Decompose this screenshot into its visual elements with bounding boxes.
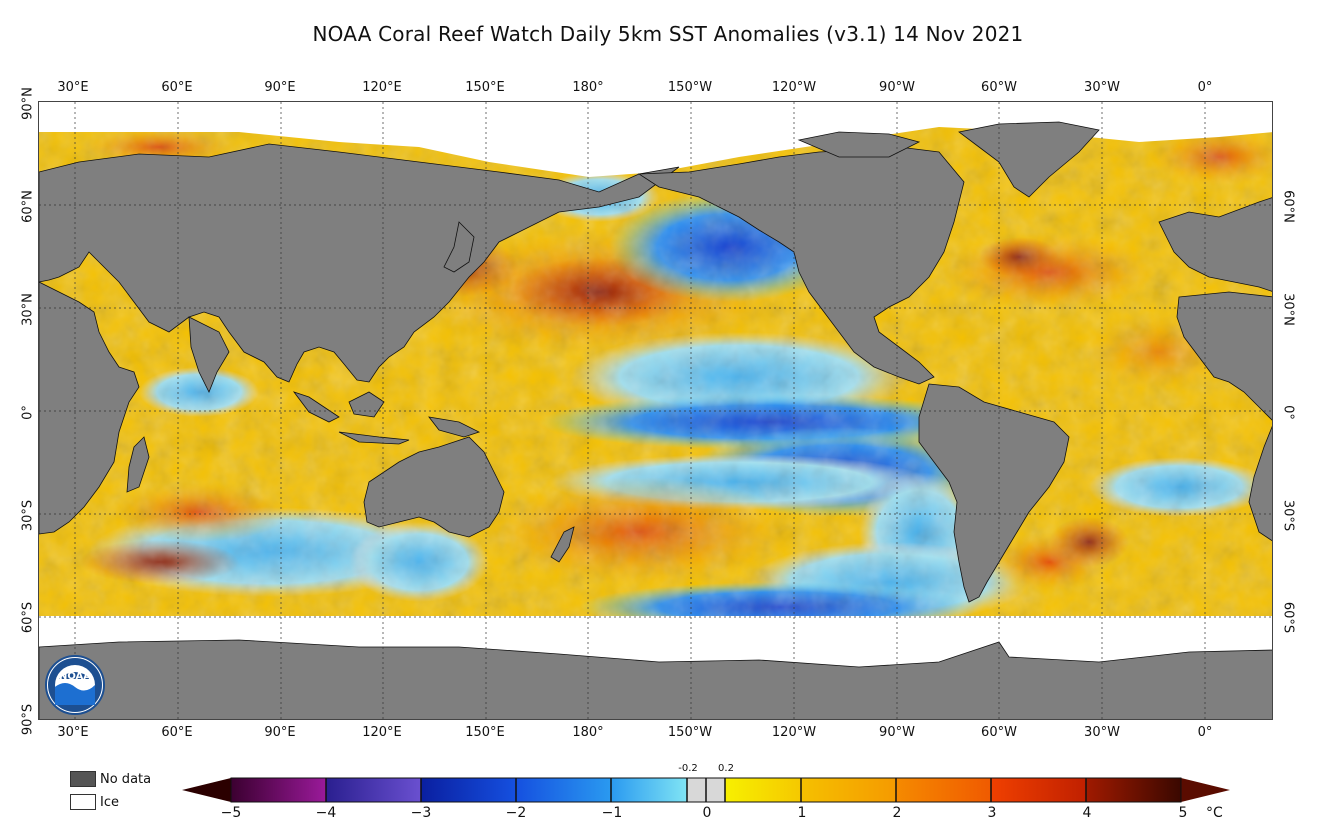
colorbar-unit: °C — [1206, 805, 1223, 821]
colorbar-segment — [516, 778, 611, 802]
lat-label: 30°S — [1280, 499, 1296, 532]
lon-label: 60°E — [161, 80, 193, 95]
colorbar-segment — [725, 778, 801, 802]
land-japan — [443, 221, 475, 273]
colorbar-small-tick: -0.2 — [678, 763, 698, 774]
colorbar-tick: −1 — [601, 805, 623, 821]
colorbar-tick: −4 — [315, 805, 337, 821]
lat-label: 30°N — [1280, 293, 1296, 326]
lon-label: 150°E — [465, 80, 505, 95]
colorbar-segment — [421, 778, 516, 802]
lat-label: 60°S — [20, 601, 36, 634]
lon-label: 30°W — [1084, 725, 1120, 740]
colorbar-tick: 5 — [1178, 805, 1188, 821]
land-sumatra — [292, 391, 340, 423]
colorbar-segment — [801, 778, 896, 802]
land-arctic-islands — [797, 131, 921, 158]
noaa-logo: NOAA — [45, 655, 105, 715]
lon-label: 60°W — [981, 725, 1017, 740]
colorbar-tick: −5 — [220, 805, 242, 821]
colorbar-tick: 0 — [702, 805, 712, 821]
graticule — [39, 102, 1272, 719]
land-java — [338, 431, 410, 445]
land — [39, 121, 1272, 719]
lon-label: 30°E — [57, 725, 89, 740]
sst-anomaly-map — [38, 101, 1273, 720]
lon-label: 90°W — [879, 80, 915, 95]
ice-label: Ice — [100, 795, 119, 810]
land-asia — [39, 143, 680, 383]
noaa-logo-text: NOAA — [58, 671, 92, 682]
lon-label: 90°E — [264, 80, 296, 95]
map-title: NOAA Coral Reef Watch Daily 5km SST Anom… — [312, 22, 1024, 46]
colorbar-right-arrow — [1181, 778, 1230, 802]
lat-label: 30°S — [20, 499, 36, 532]
lat-label: 60°S — [1280, 601, 1296, 634]
lon-label: 180° — [572, 80, 604, 95]
land-australia — [363, 436, 505, 538]
land-africa — [39, 281, 140, 535]
lon-label: 150°W — [667, 80, 713, 95]
lat-label: 60°N — [1280, 190, 1296, 223]
colorbar-small-tick: 0.2 — [718, 763, 734, 774]
colorbar-left-arrow — [182, 778, 231, 802]
lon-label: 120°E — [362, 725, 402, 740]
lon-label: 60°W — [981, 80, 1017, 95]
colorbar-segment — [991, 778, 1086, 802]
lat-label: 60°N — [20, 190, 36, 223]
land-europe — [1158, 197, 1272, 292]
land-madagascar — [126, 436, 150, 493]
lon-label: 180° — [572, 725, 604, 740]
land-antarctica — [39, 639, 1272, 719]
noaa-logo-icon — [48, 658, 102, 712]
colorbar-segment — [326, 778, 421, 802]
colorbar-tick: 2 — [892, 805, 902, 821]
lon-label: 150°W — [667, 725, 713, 740]
lat-label: 90°S — [20, 703, 36, 736]
land-greenland — [958, 121, 1100, 198]
lat-label: 30°N — [20, 293, 36, 326]
land-south-america — [918, 383, 1070, 603]
lon-label: 90°E — [264, 725, 296, 740]
lon-label: 90°W — [879, 725, 915, 740]
colorbar-segment — [231, 778, 326, 802]
lon-label: 0° — [1197, 725, 1213, 740]
land-new-guinea — [428, 416, 481, 438]
no-data-label: No data — [100, 772, 152, 787]
land-africa-west — [1176, 291, 1272, 421]
ice-swatch — [70, 794, 96, 810]
lon-label: 120°E — [362, 80, 402, 95]
lon-label: 120°W — [771, 80, 817, 95]
colorbar-segment — [896, 778, 991, 802]
colorbar-tick: −3 — [410, 805, 432, 821]
lat-label: 0° — [20, 405, 36, 420]
colorbar-tick: 3 — [987, 805, 997, 821]
map-canvas — [39, 102, 1272, 719]
colorbar-tick: −2 — [505, 805, 527, 821]
lon-label: 30°E — [57, 80, 89, 95]
colorbar-segment — [611, 778, 687, 802]
lon-label: 60°E — [161, 725, 193, 740]
no-data-swatch — [70, 771, 96, 787]
lon-label: 30°W — [1084, 80, 1120, 95]
land-new-zealand — [550, 526, 575, 563]
lat-label: 90°N — [20, 87, 36, 120]
lon-label: 150°E — [465, 725, 505, 740]
land-india — [188, 316, 230, 393]
colorbar-tick: 4 — [1082, 805, 1092, 821]
lat-label: 0° — [1280, 405, 1296, 420]
land-africa-south — [1248, 425, 1272, 542]
colorbar-tick: 1 — [797, 805, 807, 821]
colorbar-border — [230, 777, 1182, 803]
colorbar-segment — [1086, 778, 1181, 802]
colorbar — [182, 777, 1230, 803]
lon-label: 120°W — [771, 725, 817, 740]
lon-label: 0° — [1197, 80, 1213, 95]
